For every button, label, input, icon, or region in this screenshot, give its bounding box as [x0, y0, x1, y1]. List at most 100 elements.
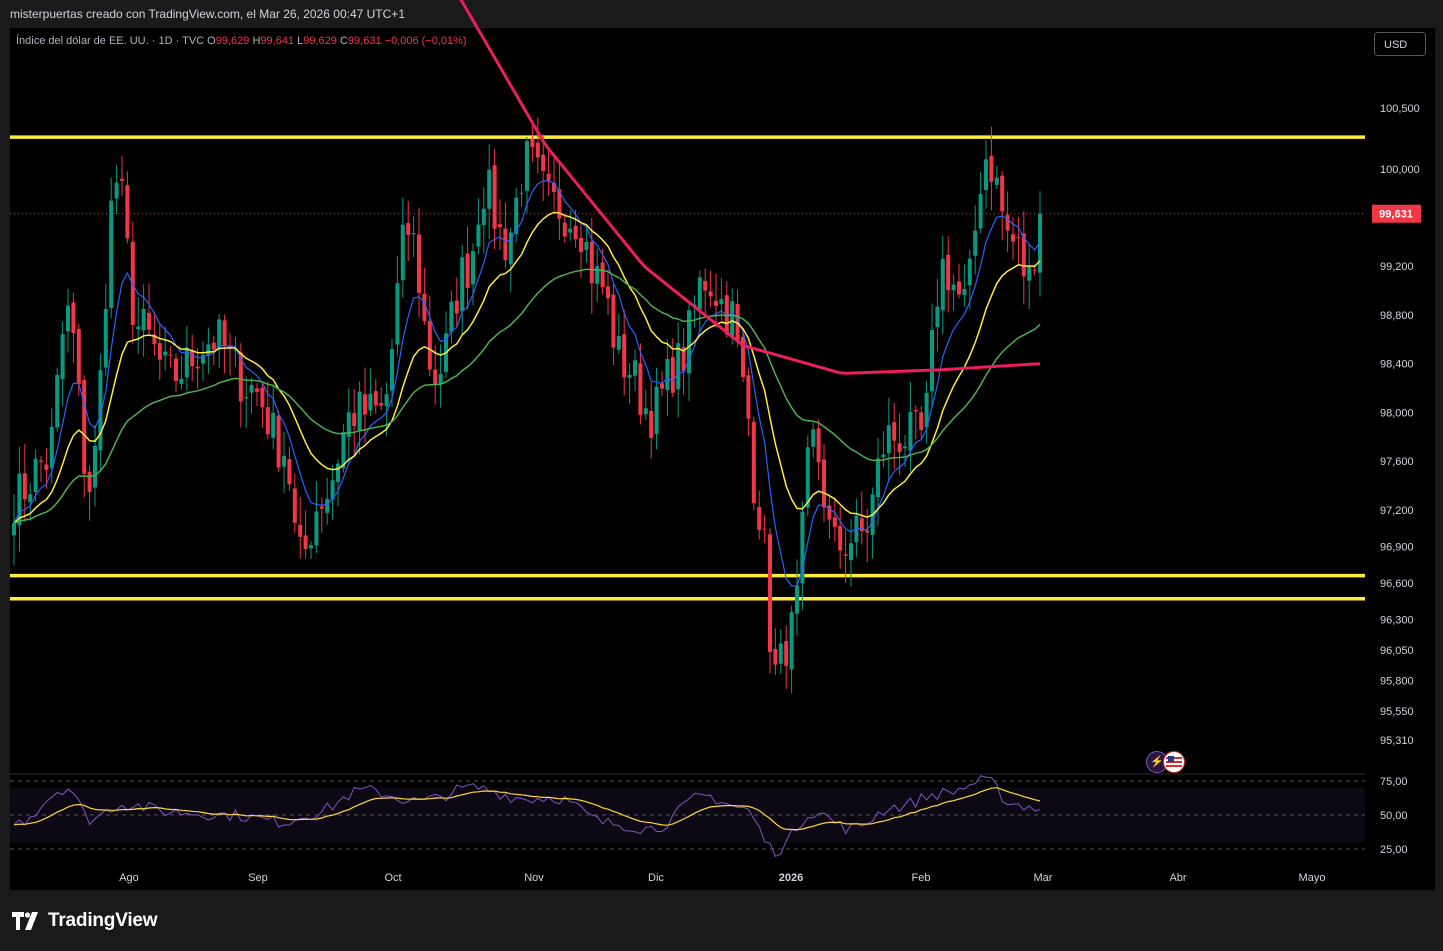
candle-body: [368, 393, 373, 411]
candle-body: [903, 446, 907, 449]
candle-body: [271, 412, 276, 438]
candle: [573, 209, 578, 248]
candle-body: [373, 391, 378, 406]
candle: [141, 284, 146, 357]
candle: [336, 459, 340, 506]
currency-button[interactable]: USD: [1374, 32, 1426, 56]
candle-body: [638, 363, 643, 416]
candle-body: [519, 192, 524, 194]
candle-body: [827, 505, 832, 520]
candle: [487, 144, 492, 240]
candle-body: [282, 455, 286, 467]
candle: [751, 416, 756, 511]
candle: [757, 490, 762, 540]
candle-body: [649, 410, 654, 438]
candle: [1005, 191, 1010, 253]
candle: [584, 223, 589, 263]
candle: [184, 326, 189, 391]
candle: [87, 465, 92, 521]
price-axis-label: 96,900: [1380, 541, 1414, 553]
candle-body: [476, 224, 481, 247]
candle-body: [935, 306, 940, 328]
candle: [676, 322, 681, 418]
candle-body: [573, 225, 578, 240]
footer: [0, 890, 1443, 951]
candle: [546, 147, 551, 197]
candle: [514, 187, 519, 242]
us-flag-icon[interactable]: [1163, 751, 1185, 773]
candle: [741, 329, 745, 383]
time-axis-label: 2026: [779, 872, 803, 884]
candle-body: [654, 386, 659, 434]
price-axis-label: 98,400: [1380, 359, 1414, 371]
candle-body: [157, 343, 162, 360]
candle-body: [82, 380, 87, 474]
candle-body: [487, 169, 492, 209]
candle-body: [989, 155, 994, 182]
candle: [55, 367, 60, 432]
candle-body: [1038, 213, 1042, 273]
candle: [379, 386, 384, 411]
time-axis-label: Sep: [248, 872, 268, 884]
candle-body: [12, 523, 16, 536]
candle-body: [757, 507, 762, 530]
candle-body: [179, 378, 184, 384]
tradingview-logo-icon: [12, 912, 38, 930]
candle-body: [346, 412, 351, 437]
candle: [957, 263, 961, 299]
candle: [233, 336, 238, 367]
candle-body: [719, 299, 724, 305]
candle-body: [60, 334, 65, 380]
candle-body: [190, 349, 195, 367]
candle: [114, 165, 119, 215]
candle-body: [120, 178, 124, 181]
candle-body: [319, 506, 324, 509]
candle-body: [411, 233, 416, 235]
candle-body: [1005, 214, 1010, 231]
ma-slow-line: [13, 268, 1041, 524]
candle: [525, 136, 529, 214]
candle-body: [492, 165, 497, 229]
tradingview-logo[interactable]: TradingView: [12, 910, 158, 932]
candle-body: [168, 354, 173, 356]
candle-body: [859, 518, 864, 532]
candle: [978, 172, 983, 233]
candle-body: [595, 266, 600, 284]
candle: [519, 183, 524, 207]
tradingview-wordmark: TradingView: [48, 910, 158, 931]
candle-body: [249, 384, 254, 393]
candle: [454, 277, 459, 329]
candle-body: [44, 464, 49, 470]
candle-body: [292, 488, 297, 523]
candle-body: [660, 383, 664, 389]
candle-body: [714, 300, 718, 306]
candle-body: [816, 428, 821, 463]
time-axis-label: Ago: [119, 872, 139, 884]
candle-body: [211, 342, 216, 350]
candle-body: [946, 254, 951, 291]
candle: [649, 382, 654, 459]
candle-body: [703, 280, 708, 291]
candle-body: [681, 346, 686, 372]
candle: [633, 349, 637, 392]
candle-body: [28, 494, 33, 503]
candle: [589, 217, 594, 314]
candle: [930, 303, 934, 407]
chart-canvas[interactable]: 99,631 100,500 100,000 99,200 98,800 98,400 9…: [0, 0, 1443, 890]
candle: [271, 385, 276, 450]
candle: [967, 249, 972, 310]
candle-body: [843, 554, 848, 556]
candle-body: [1016, 237, 1021, 239]
candle-body: [238, 352, 243, 402]
close-value: 99,631: [347, 35, 382, 47]
candle-body: [811, 429, 816, 447]
candle: [984, 140, 988, 209]
candle-body: [530, 138, 535, 148]
change-value: −0,006 (−0,01%): [384, 35, 467, 47]
candle: [1038, 191, 1042, 297]
candle-body: [147, 312, 151, 330]
candle-body: [195, 366, 200, 369]
candle: [265, 381, 270, 440]
candle-body: [746, 375, 751, 419]
candle-body: [616, 335, 621, 350]
